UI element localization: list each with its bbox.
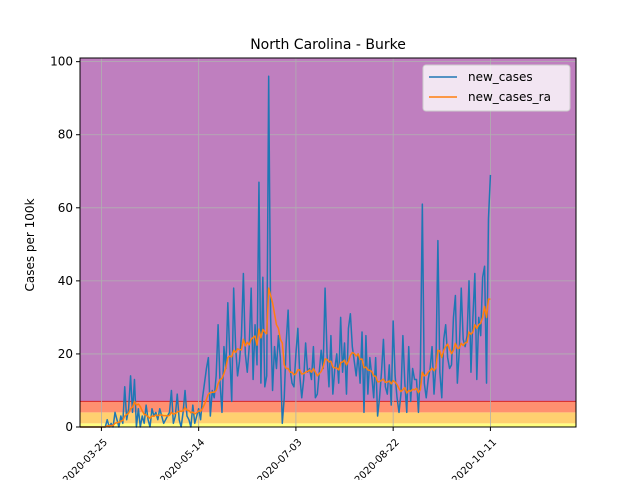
chart-title: North Carolina - Burke [250, 37, 406, 53]
series-line-new_cases_ra [80, 287, 491, 428]
x-axis-ticks: 2020-03-25 2020-05-14 2020-07-03 2020-08-22… [61, 427, 499, 480]
background-band-1 [80, 412, 576, 424]
background-band-3 [80, 58, 576, 402]
y-tick-label: 100 [50, 55, 73, 69]
legend-label: new_cases [468, 70, 533, 84]
x-tick-label: 2020-08-22 [353, 437, 402, 480]
y-tick-label: 60 [58, 201, 73, 215]
x-tick-label: 2020-03-25 [61, 437, 110, 480]
background-band-0 [80, 423, 576, 427]
x-tick-label: 2020-05-14 [158, 437, 207, 480]
y-tick-label: 80 [58, 128, 73, 142]
y-tick-label: 0 [65, 420, 73, 434]
y-tick-label: 20 [58, 347, 73, 361]
series-lines [80, 75, 492, 428]
background-band-2 [80, 401, 576, 413]
y-axis-label: Cases per 100k [23, 198, 37, 291]
plot-frame [79, 57, 577, 428]
x-tick-label: 2020-10-11 [450, 437, 499, 480]
y-tick-label: 40 [58, 274, 73, 288]
legend-box [422, 64, 571, 112]
legend-label: new_cases_ra [468, 90, 551, 104]
background-bands [80, 58, 576, 427]
series-line-new_cases [80, 75, 492, 428]
x-tick-label: 2020-07-03 [256, 437, 305, 480]
y-axis-ticks: 0 20 40 60 80 100 [50, 55, 80, 434]
legend: new_cases new_cases_ra [422, 64, 571, 112]
